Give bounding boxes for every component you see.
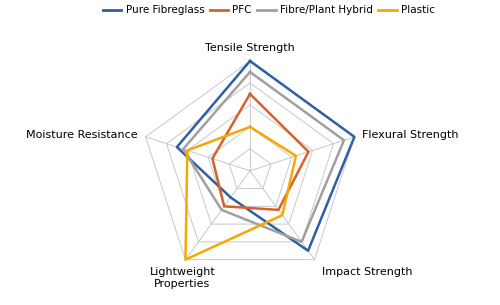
Legend: Pure Fibreglass, PFC, Fibre/Plant Hybrid, Plastic: Pure Fibreglass, PFC, Fibre/Plant Hybrid… [102, 5, 435, 15]
Text: Lightweight
Properties: Lightweight Properties [150, 267, 216, 289]
Text: Tensile Strength: Tensile Strength [205, 43, 295, 53]
Text: Moisture Resistance: Moisture Resistance [26, 130, 138, 140]
Text: Flexural Strength: Flexural Strength [362, 130, 458, 140]
Text: Impact Strength: Impact Strength [322, 267, 412, 277]
